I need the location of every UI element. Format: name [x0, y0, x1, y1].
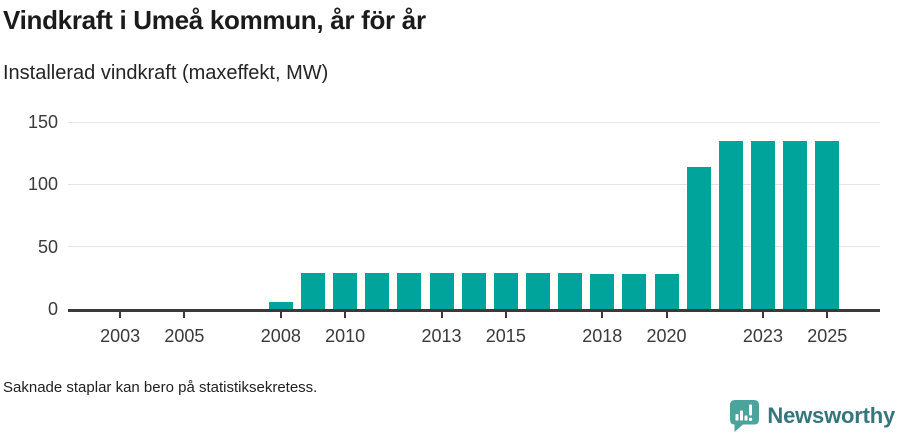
logo-bar-1: [735, 414, 739, 421]
x-axis-tick-label: 2005: [164, 326, 205, 346]
x-axis-tick: [761, 312, 764, 318]
bar-2009: [300, 272, 325, 309]
x-axis-tick-label: 2013: [421, 326, 462, 346]
bar-2016: [525, 272, 550, 309]
footnote: Saknade staplar kan bero på statistiksek…: [3, 379, 318, 396]
bar-2008: [268, 301, 293, 309]
x-axis-tick: [826, 312, 829, 318]
x-axis-tick: [601, 312, 604, 318]
bar-2018: [590, 274, 615, 309]
chart-subtitle: Installerad vindkraft (maxeffekt, MW): [3, 62, 329, 84]
x-axis-tick: [344, 312, 347, 318]
logo-bar-3: [744, 415, 748, 421]
bar-2015: [493, 272, 518, 309]
x-axis-tick: [119, 312, 122, 318]
gridline-50: [68, 246, 880, 248]
bar-2023: [750, 140, 775, 309]
x-axis-tick-label: 2008: [260, 326, 301, 346]
y-axis-tick-label: 0: [47, 299, 58, 319]
logo-bar-2: [740, 410, 744, 421]
gridline-150: [68, 122, 880, 123]
bar-2012: [397, 272, 422, 309]
logo-exclamation-bar: [749, 404, 753, 416]
bar-2019: [622, 274, 647, 309]
newsworthy-logo-icon: [730, 400, 760, 432]
plot-area: [68, 122, 880, 312]
bar-2017: [558, 272, 583, 309]
bar-2021: [686, 166, 711, 309]
bar-2013: [429, 272, 454, 309]
logo-exclamation-dot: [749, 417, 753, 421]
x-axis-tick: [665, 312, 668, 318]
gridline-100: [68, 183, 880, 185]
x-axis-tick-label: 2010: [325, 326, 366, 346]
x-axis-tick-label: 2025: [807, 326, 848, 346]
y-axis-tick-label: 150: [27, 112, 58, 132]
x-axis-tick-label: 2020: [646, 326, 687, 346]
bar-2011: [365, 272, 390, 309]
x-axis-tick: [440, 312, 443, 318]
bar-2020: [654, 274, 679, 309]
y-axis-tick-label: 100: [27, 174, 58, 195]
x-axis-tick: [279, 312, 282, 318]
y-axis-tick-label: 50: [37, 236, 58, 257]
x-axis-tick: [183, 312, 186, 318]
x-axis-tick-label: 2018: [582, 326, 623, 346]
bar-2022: [718, 140, 743, 309]
x-axis-tick: [504, 312, 507, 318]
newsworthy-logo-text: Newsworthy: [767, 403, 895, 428]
newsworthy-logo[interactable]: Newsworthy: [729, 399, 895, 433]
x-axis-tick-label: 2015: [485, 326, 526, 346]
bar-2014: [461, 272, 486, 309]
bar-2025: [815, 140, 840, 309]
x-axis-tick-label: 2003: [100, 326, 141, 346]
bar-2024: [783, 140, 808, 309]
bar-2010: [333, 272, 358, 309]
x-axis-tick-label: 2023: [742, 326, 783, 346]
page-title: Vindkraft i Umeå kommun, år för år: [3, 5, 426, 35]
